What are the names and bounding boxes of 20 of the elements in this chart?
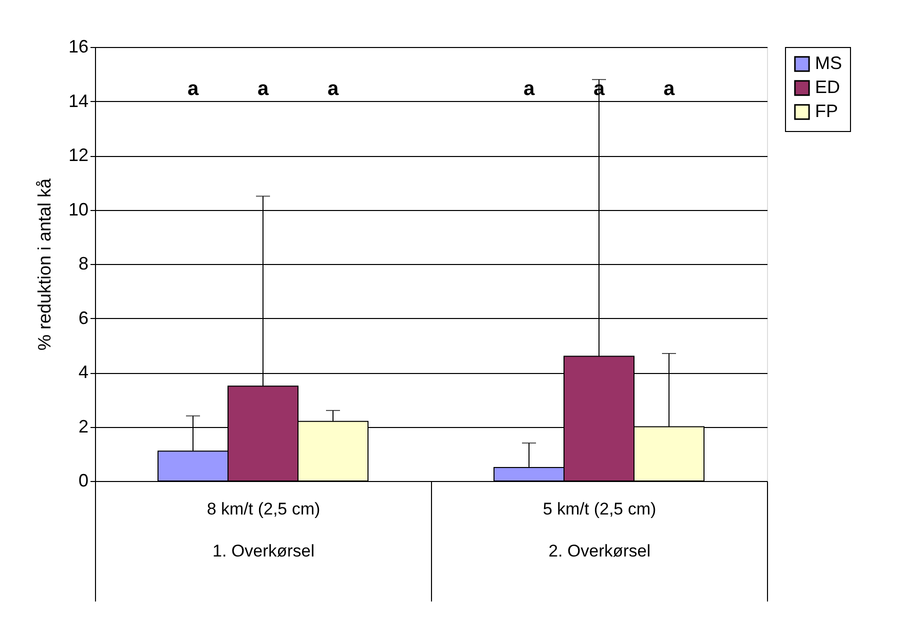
annotation: a — [187, 78, 200, 100]
y-tick-label: 8 — [78, 254, 88, 274]
y-tick-label: 12 — [68, 145, 88, 165]
legend-label: MS — [815, 53, 842, 73]
y-axis-title: % reduktion i antal kå — [34, 177, 54, 351]
y-tick-label: 6 — [78, 308, 88, 328]
category-label: 5 km/t (2,5 cm) 2. Overkørsel — [542, 500, 656, 560]
y-tick-label: 14 — [68, 90, 88, 111]
annotation: a — [327, 78, 340, 100]
y-tick-label: 0 — [78, 470, 88, 490]
y-tick-label: 2 — [78, 416, 88, 436]
annotation: a — [663, 78, 676, 100]
category-label: 8 km/t (2,5 cm) 1. Overkørsel — [206, 500, 320, 560]
legend-label: ED — [815, 77, 840, 97]
y-tick-label: 4 — [78, 362, 88, 382]
annotation: a — [523, 78, 536, 100]
y-tick-label: 10 — [68, 199, 88, 220]
y-tick-label: 16 — [68, 36, 88, 56]
annotation: a — [257, 78, 270, 100]
legend-label: FP — [815, 101, 838, 121]
